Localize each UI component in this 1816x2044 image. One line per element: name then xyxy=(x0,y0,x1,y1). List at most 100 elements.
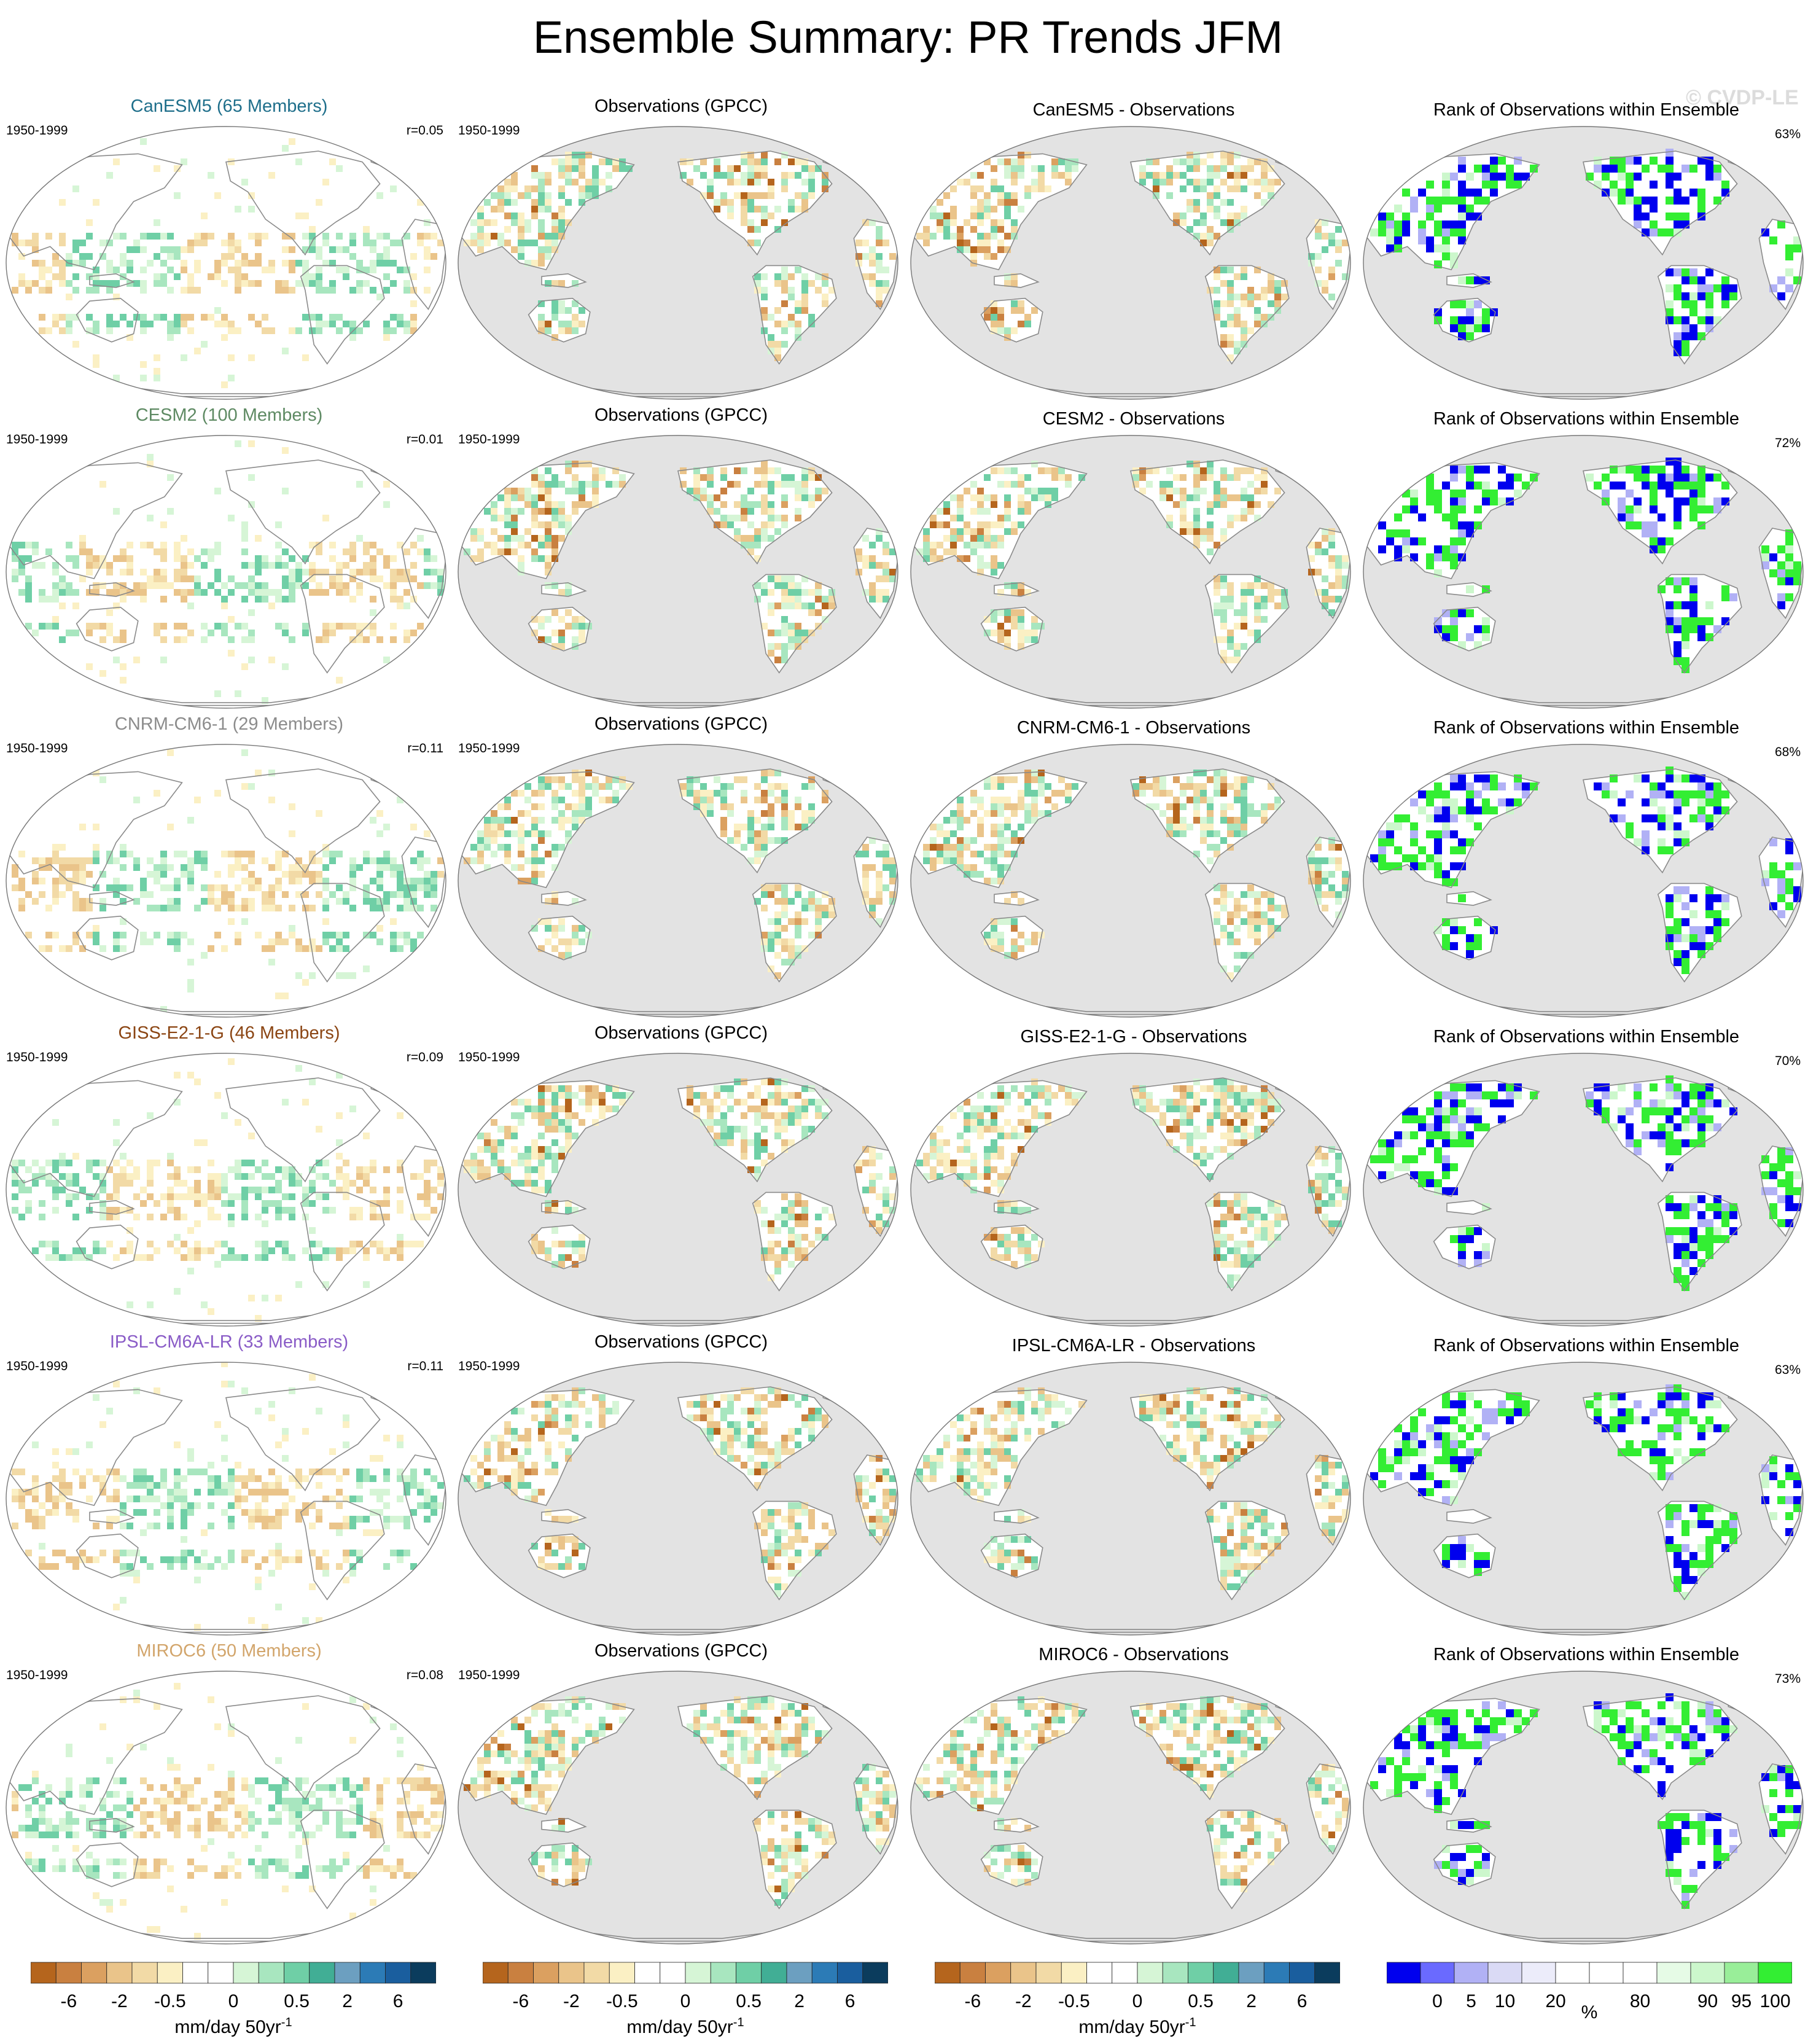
map-cell xyxy=(1031,810,1038,817)
map-cell xyxy=(154,582,160,589)
map-cell xyxy=(795,307,801,314)
map-cell xyxy=(241,1193,248,1200)
map-cell xyxy=(1220,609,1227,616)
map-cell xyxy=(714,776,720,783)
map-cell xyxy=(558,925,565,932)
map-cell xyxy=(1207,535,1214,542)
map-cell xyxy=(424,891,431,898)
map-cell xyxy=(370,596,376,603)
map-cell xyxy=(66,1193,72,1200)
map-cell xyxy=(417,905,424,911)
map-cell xyxy=(86,1160,93,1166)
map-cell xyxy=(1268,891,1274,898)
map-cell xyxy=(545,925,551,932)
map-cell xyxy=(1490,806,1498,814)
map-cell xyxy=(761,327,768,334)
map-cell xyxy=(1626,790,1634,798)
map-cell xyxy=(565,528,572,535)
map-cell xyxy=(558,233,565,240)
map-cell xyxy=(700,810,707,817)
map-cell xyxy=(214,1214,221,1220)
map-cell xyxy=(1506,482,1514,490)
map-cell xyxy=(316,314,322,321)
map-cell xyxy=(120,1166,127,1173)
map-border xyxy=(458,435,898,709)
map-cell xyxy=(370,267,376,273)
map-cell xyxy=(551,1099,558,1106)
map-cell xyxy=(876,1227,883,1234)
rank-percent: 68% xyxy=(1774,745,1801,759)
map-cell xyxy=(241,528,248,535)
map-cell xyxy=(1342,240,1349,246)
map-cell xyxy=(491,1146,497,1153)
map-cell xyxy=(187,273,194,280)
map-cell xyxy=(889,891,896,898)
coastline-samerica xyxy=(300,574,385,674)
map-cell xyxy=(761,307,768,314)
map-cell xyxy=(477,233,484,240)
map-cell xyxy=(1769,236,1777,244)
map-cell xyxy=(1328,844,1335,851)
map-cell xyxy=(187,548,194,555)
map-cell xyxy=(707,790,714,797)
map-cell xyxy=(52,1166,59,1173)
map-cell xyxy=(923,844,930,851)
map-cell xyxy=(322,864,329,871)
map-cell xyxy=(1018,321,1024,327)
map-cell xyxy=(1220,817,1227,824)
map-cell xyxy=(1004,501,1011,508)
map-cell xyxy=(383,287,390,294)
map-cell xyxy=(1335,575,1342,582)
map-cell xyxy=(1315,542,1322,548)
coastline-asia xyxy=(912,771,1088,889)
panel-model: CESM2 (100 Members) 1950-1999 r=0.01 xyxy=(5,397,453,709)
map-cell xyxy=(869,582,876,589)
map-cell xyxy=(1227,314,1234,321)
map-cell xyxy=(1058,467,1065,474)
map-cell xyxy=(424,878,431,884)
map-cell xyxy=(1482,308,1490,316)
map-cell xyxy=(390,1247,397,1254)
map-cell xyxy=(1214,589,1220,596)
map-cell xyxy=(511,1133,518,1139)
map-cell xyxy=(1482,173,1490,181)
map-cell xyxy=(45,233,52,240)
map-cell xyxy=(316,548,322,555)
map-cell xyxy=(1220,783,1227,790)
map-cell xyxy=(181,555,187,562)
map-cell xyxy=(801,810,808,817)
map-cell xyxy=(1220,623,1227,630)
map-cell xyxy=(1721,918,1729,926)
map-cell xyxy=(1498,466,1506,474)
map-cell xyxy=(565,938,572,945)
map-cell xyxy=(120,1247,127,1254)
map-cell xyxy=(1011,616,1018,623)
map-cell xyxy=(531,817,538,824)
map-cell xyxy=(491,501,497,508)
map-cell xyxy=(1442,633,1450,641)
map-cell xyxy=(1682,268,1689,276)
map-cell xyxy=(808,494,815,501)
map-cell xyxy=(1234,830,1241,837)
map-cell xyxy=(1618,173,1626,181)
map-cell xyxy=(1713,934,1721,942)
map-cell xyxy=(12,884,18,891)
map-cell xyxy=(781,1146,788,1153)
map-cell xyxy=(282,938,289,945)
map-cell xyxy=(289,589,295,596)
map-cell xyxy=(1261,918,1268,925)
map-cell xyxy=(1442,244,1450,252)
map-cell xyxy=(1254,616,1261,623)
map-cell xyxy=(1634,213,1642,220)
map-cell xyxy=(545,501,551,508)
map-cell xyxy=(551,1106,558,1112)
map-cell xyxy=(707,1119,714,1126)
map-cell xyxy=(768,348,774,354)
map-cell xyxy=(768,575,774,582)
map-cell xyxy=(167,749,174,756)
map-cell xyxy=(201,589,208,596)
map-cell xyxy=(160,905,167,911)
map-cell xyxy=(1261,179,1268,185)
map-cell xyxy=(1474,165,1482,173)
map-cell xyxy=(997,824,1004,830)
